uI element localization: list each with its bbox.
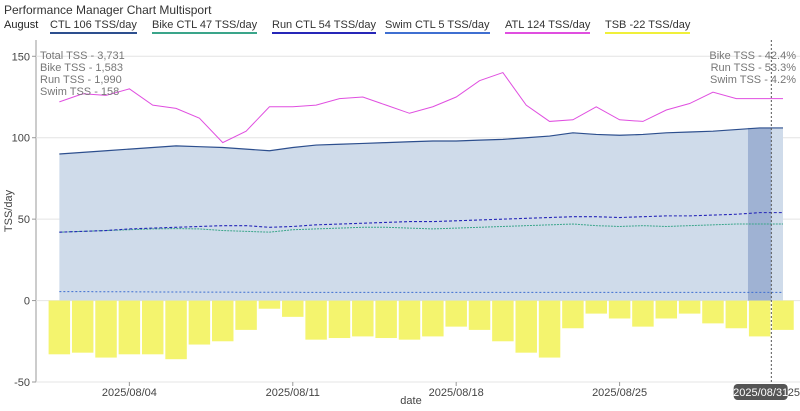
tsb-bar	[258, 300, 281, 309]
summary-right-line: Run TSS - 53.3%	[711, 62, 797, 74]
tsb-bar	[118, 300, 141, 355]
summary-left-line: Swim TSS - 158	[40, 86, 119, 98]
y-axis-title: TSS/day	[3, 189, 15, 232]
run-ctl-line	[59, 212, 783, 233]
tsb-bar	[212, 300, 234, 342]
legend-month: August	[4, 19, 39, 31]
x-tick-label: 2025/08/04	[102, 387, 157, 399]
x-tick-label: 2025/08/11	[266, 387, 320, 399]
tsb-bar	[71, 300, 94, 353]
legend-label-swim: Swim CTL 5 TSS/day	[385, 19, 490, 31]
tsb-bar	[282, 300, 304, 317]
y-tick-label: -50	[14, 377, 30, 389]
x-tick-label: 2025/08/25	[592, 387, 647, 399]
legend-label-bike: Bike CTL 47 TSS/day	[152, 19, 258, 31]
ctl-area	[59, 127, 783, 301]
tsb-bar	[468, 300, 491, 330]
y-tick-label: 50	[18, 214, 30, 226]
legend-swatch-swim	[385, 32, 490, 34]
tsb-bar	[562, 300, 584, 329]
legend-item-ctl[interactable]: CTL 106 TSS/day	[50, 19, 137, 34]
tsb-bar	[48, 300, 71, 355]
atl-line	[59, 71, 783, 144]
tsb-bar	[655, 300, 678, 319]
tsb-bar	[305, 300, 327, 340]
legend-swatch-atl	[505, 32, 591, 34]
tsb-bar	[772, 300, 794, 330]
legend-swatch-ctl	[50, 32, 137, 34]
tsb-bar	[515, 300, 537, 353]
tsb-bar	[702, 300, 724, 324]
tsb-bar	[141, 300, 164, 355]
legend-item-tsb[interactable]: TSB -22 TSS/day	[605, 19, 691, 34]
tsb-bar	[352, 300, 374, 337]
legend-label-run: Run CTL 54 TSS/day	[272, 19, 376, 31]
x-axis-title: date	[400, 395, 421, 407]
tsb-bar	[375, 300, 397, 339]
tsb-bar	[165, 300, 187, 360]
tsb-bar	[445, 300, 467, 327]
x-tick-label: 2025/08/18	[429, 387, 484, 399]
legend-swatch-bike	[152, 32, 258, 34]
bike-ctl-line	[59, 223, 783, 233]
legend-swatch-tsb	[605, 32, 691, 34]
tsb-bar	[422, 300, 444, 337]
tsb-bar	[492, 300, 514, 342]
summary-right-line: Bike TSS - 42.4%	[709, 50, 796, 62]
tsb-bar	[748, 300, 771, 337]
tsb-bar	[608, 300, 631, 319]
legend-item-atl[interactable]: ATL 124 TSS/day	[505, 19, 591, 34]
tsb-bar	[678, 300, 701, 314]
tsb-bar	[725, 300, 748, 329]
summary-right-line: Swim TSS - 4.2%	[710, 74, 796, 86]
tsb-bar	[328, 300, 351, 339]
summary-left-line: Run TSS - 1,990	[40, 74, 122, 86]
legend-item-run[interactable]: Run CTL 54 TSS/day	[272, 19, 376, 34]
y-tick-label: 100	[12, 133, 30, 145]
tsb-bar	[585, 300, 607, 314]
ctl-line	[59, 127, 783, 155]
chart-title: Performance Manager Chart Multisport	[4, 3, 212, 17]
legend-label-ctl: CTL 106 TSS/day	[50, 19, 137, 31]
swim-ctl-line	[59, 291, 783, 293]
legend: August CTL 106 TSS/day Bike CTL 47 TSS/d…	[0, 16, 800, 36]
legend-item-bike[interactable]: Bike CTL 47 TSS/day	[152, 19, 258, 34]
date-badge-label: 2025/08/31	[733, 387, 788, 399]
summary-left-line: Total TSS - 3,731	[40, 50, 125, 62]
tsb-bar	[95, 300, 117, 358]
tsb-bar	[632, 300, 654, 327]
date-badge	[733, 384, 788, 400]
summary-left-line: Bike TSS - 1,583	[40, 62, 123, 74]
legend-label-tsb: TSB -22 TSS/day	[605, 19, 691, 31]
y-tick-label: 0	[24, 296, 30, 308]
tsb-bar	[188, 300, 211, 345]
highlight-band	[747, 127, 772, 301]
legend-label-atl: ATL 124 TSS/day	[505, 19, 591, 31]
tsb-bar	[398, 300, 421, 340]
tsb-bar	[235, 300, 257, 330]
legend-item-swim[interactable]: Swim CTL 5 TSS/day	[385, 19, 490, 34]
tsb-bar	[538, 300, 561, 358]
legend-swatch-run	[272, 32, 376, 34]
y-tick-label: 150	[12, 51, 30, 63]
